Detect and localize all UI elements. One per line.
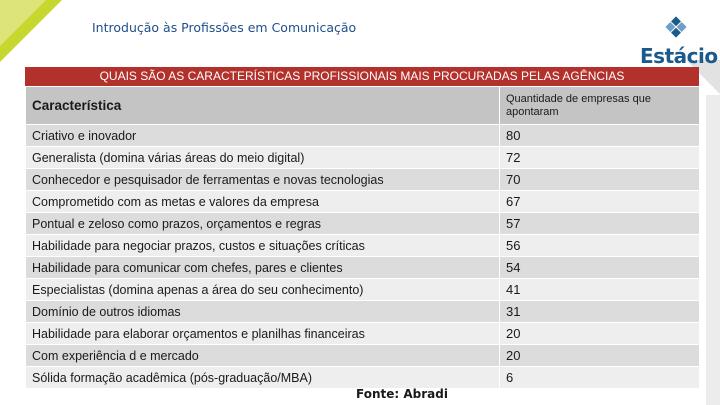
row-characteristic: Especialistas (domina apenas a área do s… xyxy=(25,278,500,301)
table-row: Habilidade para negociar prazos, custos … xyxy=(25,234,700,257)
table-header-row: Característica Quantidade de empresas qu… xyxy=(25,86,700,125)
table-row: Especialistas (domina apenas a área do s… xyxy=(25,278,700,301)
table-row: Domínio de outros idiomas 31 xyxy=(25,300,700,323)
table-row: Habilidade para elaborar orçamentos e pl… xyxy=(25,322,700,345)
row-company-count: 72 xyxy=(499,146,700,169)
row-characteristic: Habilidade para negociar prazos, custos … xyxy=(25,234,500,257)
row-company-count: 70 xyxy=(499,168,700,191)
row-company-count: 80 xyxy=(499,124,700,147)
row-characteristic: Pontual e zeloso como prazos, orçamentos… xyxy=(25,212,500,235)
slide-title: Introdução às Profissões em Comunicação xyxy=(92,20,357,35)
row-company-count: 54 xyxy=(499,256,700,279)
row-characteristic: Criativo e inovador xyxy=(25,124,500,147)
table-row: Habilidade para comunicar com chefes, pa… xyxy=(25,256,700,279)
table-row: Sólida formação acadêmica (pós-graduação… xyxy=(25,366,700,389)
table-row: Com experiência d e mercado 20 xyxy=(25,344,700,367)
row-company-count: 41 xyxy=(499,278,700,301)
logo-icon xyxy=(665,16,687,38)
row-company-count: 31 xyxy=(499,300,700,323)
row-characteristic: Habilidade para comunicar com chefes, pa… xyxy=(25,256,500,279)
estacio-logo: Estácio xyxy=(640,10,718,70)
row-company-count: 56 xyxy=(499,234,700,257)
table-row: Conhecedor e pesquisador de ferramentas … xyxy=(25,168,700,191)
row-characteristic: Com experiência d e mercado xyxy=(25,344,500,367)
logo-wordmark: Estácio xyxy=(640,44,718,68)
table-banner: QUAIS SÃO AS CARACTERÍSTICAS PROFISSIONA… xyxy=(25,67,699,86)
corner-decoration-inner xyxy=(0,0,46,46)
side-strip xyxy=(706,95,720,405)
row-characteristic: Sólida formação acadêmica (pós-graduação… xyxy=(25,366,500,389)
row-characteristic: Habilidade para elaborar orçamentos e pl… xyxy=(25,322,500,345)
row-characteristic: Generalista (domina várias áreas do meio… xyxy=(25,146,500,169)
table-row: Comprometido com as metas e valores da e… xyxy=(25,190,700,213)
row-company-count: 20 xyxy=(499,344,700,367)
table-row: Generalista (domina várias áreas do meio… xyxy=(25,146,700,169)
header-company-count: Quantidade de empresas que apontaram xyxy=(499,86,700,125)
row-company-count: 67 xyxy=(499,190,700,213)
row-company-count: 6 xyxy=(499,366,700,389)
row-characteristic: Conhecedor e pesquisador de ferramentas … xyxy=(25,168,500,191)
characteristics-table: Característica Quantidade de empresas qu… xyxy=(25,86,700,389)
row-characteristic: Domínio de outros idiomas xyxy=(25,300,500,323)
table-row: Pontual e zeloso como prazos, orçamentos… xyxy=(25,212,700,235)
row-company-count: 57 xyxy=(499,212,700,235)
source-note: Fonte: Abradi xyxy=(356,387,448,401)
table-row: Criativo e inovador 80 xyxy=(25,124,700,147)
row-characteristic: Comprometido com as metas e valores da e… xyxy=(25,190,500,213)
row-company-count: 20 xyxy=(499,322,700,345)
header-characteristic: Característica xyxy=(25,86,500,125)
